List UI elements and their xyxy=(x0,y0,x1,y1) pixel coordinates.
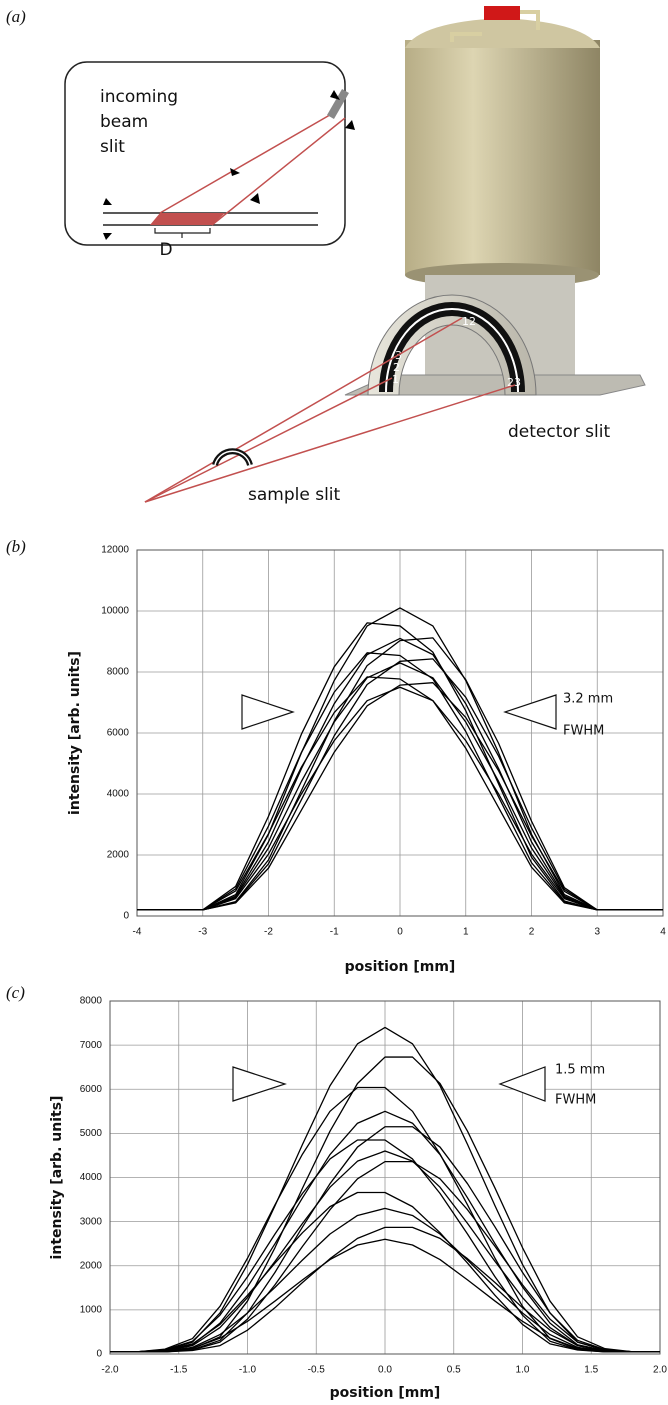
x-tick-label: 1 xyxy=(463,927,469,938)
annotation: 1.5 mm xyxy=(555,1063,605,1078)
x-tick-label: -0.5 xyxy=(308,1365,326,1376)
y-tick-label: 2000 xyxy=(107,850,130,861)
data-line xyxy=(137,662,663,911)
x-axis-title: position [mm] xyxy=(330,1385,441,1401)
data-line xyxy=(110,1191,660,1353)
y-tick-label: 7000 xyxy=(80,1040,103,1051)
x-tick-label: -2.0 xyxy=(101,1365,119,1376)
y-tick-label: 4000 xyxy=(80,1172,103,1183)
x-tick-label: 0.0 xyxy=(378,1365,392,1376)
detector-number: 2 xyxy=(393,361,400,374)
x-tick-label: -4 xyxy=(133,927,142,938)
data-line xyxy=(110,1207,660,1353)
x-tick-label: 1.0 xyxy=(516,1365,530,1376)
data-line xyxy=(110,1160,660,1353)
fwhm-marker xyxy=(232,1066,287,1102)
fwhm-marker xyxy=(241,694,295,730)
y-tick-label: 1000 xyxy=(80,1305,103,1316)
data-line xyxy=(137,607,663,911)
panel-label: (b) xyxy=(6,537,26,556)
y-tick-label: 3000 xyxy=(80,1216,103,1227)
data-line xyxy=(110,1126,660,1353)
data-line xyxy=(137,682,663,911)
x-tick-label: 0.5 xyxy=(447,1365,461,1376)
annotation: FWHM xyxy=(555,1093,596,1108)
data-line xyxy=(110,1139,660,1353)
sample-label: sample slit xyxy=(248,485,341,505)
y-axis-title: intensity [arb. units] xyxy=(67,651,83,815)
x-tick-label: 4 xyxy=(660,927,666,938)
plot-frame xyxy=(136,549,664,917)
data-line xyxy=(110,1238,660,1353)
inset-label: incoming xyxy=(100,87,178,107)
annotation: FWHM xyxy=(563,724,604,739)
y-tick-label: 6000 xyxy=(80,1084,103,1095)
x-tick-label: -1.0 xyxy=(239,1365,257,1376)
annotation: 3.2 mm xyxy=(563,692,613,707)
x-tick-label: 0 xyxy=(397,927,403,938)
inset-label: slit xyxy=(100,137,125,157)
data-line xyxy=(137,686,663,911)
data-line xyxy=(110,1086,660,1353)
panel-label: (a) xyxy=(6,7,26,26)
x-tick-label: -1.5 xyxy=(170,1365,188,1376)
x-tick-label: 3 xyxy=(594,927,600,938)
data-line xyxy=(137,637,663,911)
panel-a: (a) incoming beam slit D xyxy=(6,6,646,505)
y-tick-label: 10000 xyxy=(101,606,129,617)
x-tick-label: -3 xyxy=(198,927,207,938)
beam-lines xyxy=(144,317,516,503)
y-tick-label: 6000 xyxy=(107,728,130,739)
data-line xyxy=(110,1226,660,1353)
panel-label: (c) xyxy=(6,983,25,1002)
y-tick-label: 4000 xyxy=(107,789,130,800)
detector-label: detector slit xyxy=(508,422,610,442)
fwhm-marker xyxy=(498,1066,546,1102)
y-tick-label: 0 xyxy=(96,1349,102,1360)
y-tick-label: 12000 xyxy=(101,545,129,556)
y-tick-label: 2000 xyxy=(80,1260,103,1271)
detector-number: 1 xyxy=(392,373,399,386)
inset-dimension: D xyxy=(159,240,172,260)
sample-slit xyxy=(214,450,251,466)
inset-label: beam xyxy=(100,112,148,132)
x-tick-label: -2 xyxy=(264,927,273,938)
x-tick-label: 2 xyxy=(529,927,535,938)
y-axis-title: intensity [arb. units] xyxy=(49,1096,65,1260)
detector-arch xyxy=(367,294,537,396)
inset-box xyxy=(64,61,346,246)
inset-drawing xyxy=(103,89,355,240)
detector-number: 12 xyxy=(462,315,476,328)
y-tick-label: 8000 xyxy=(80,996,103,1007)
y-tick-label: 0 xyxy=(123,911,129,922)
plot-frame xyxy=(109,1000,661,1355)
data-line xyxy=(137,676,663,911)
data-line xyxy=(110,1150,660,1353)
y-tick-label: 8000 xyxy=(107,667,130,678)
x-tick-label: 2.0 xyxy=(653,1365,667,1376)
y-tick-label: 5000 xyxy=(80,1128,103,1139)
x-tick-label: 1.5 xyxy=(584,1365,598,1376)
x-tick-label: -1 xyxy=(330,927,339,938)
x-axis-title: position [mm] xyxy=(345,959,456,975)
fwhm-marker xyxy=(503,694,557,730)
